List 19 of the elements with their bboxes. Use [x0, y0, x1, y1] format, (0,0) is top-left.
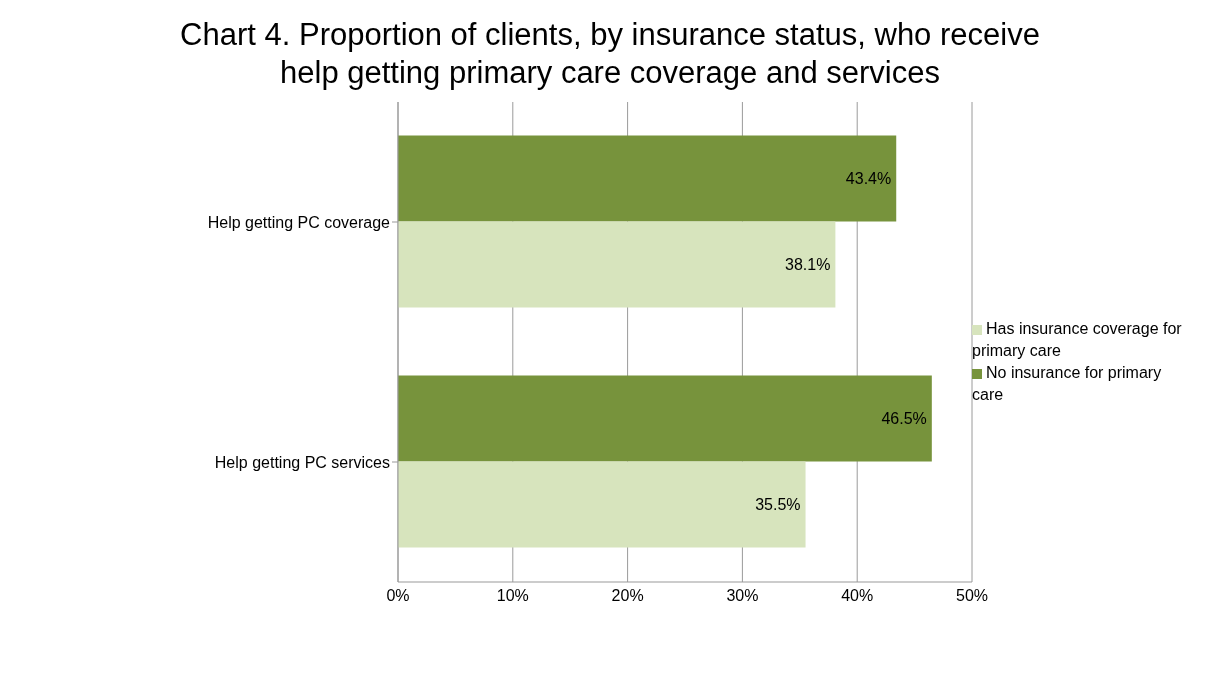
x-tick-label: 40% [841, 587, 874, 605]
legend-label: Has insurance coverage for primary care [972, 320, 1182, 359]
data-label: 38.1% [785, 256, 831, 274]
bar [398, 221, 836, 308]
x-tick-label: 10% [496, 587, 529, 605]
y-tick-label: Help getting PC coverage [207, 213, 391, 231]
data-label: 43.4% [845, 170, 892, 188]
bar [398, 375, 932, 462]
data-label: 35.5% [755, 496, 801, 514]
x-tick-label: 30% [726, 587, 759, 605]
data-label: 46.5% [881, 410, 927, 428]
x-tick-label: 20% [611, 587, 644, 605]
bar [398, 135, 897, 222]
y-tick-label: Help getting PC services [214, 453, 390, 471]
x-tick-label: 0% [386, 587, 410, 605]
chart-title: Chart 4. Proportion of clients, by insurance status, who receive help getting primary care coverage and services [179, 16, 1041, 92]
bar [398, 461, 806, 548]
x-tick-label: 50% [955, 587, 989, 605]
legend-label: No insurance for primary care [972, 364, 1162, 403]
